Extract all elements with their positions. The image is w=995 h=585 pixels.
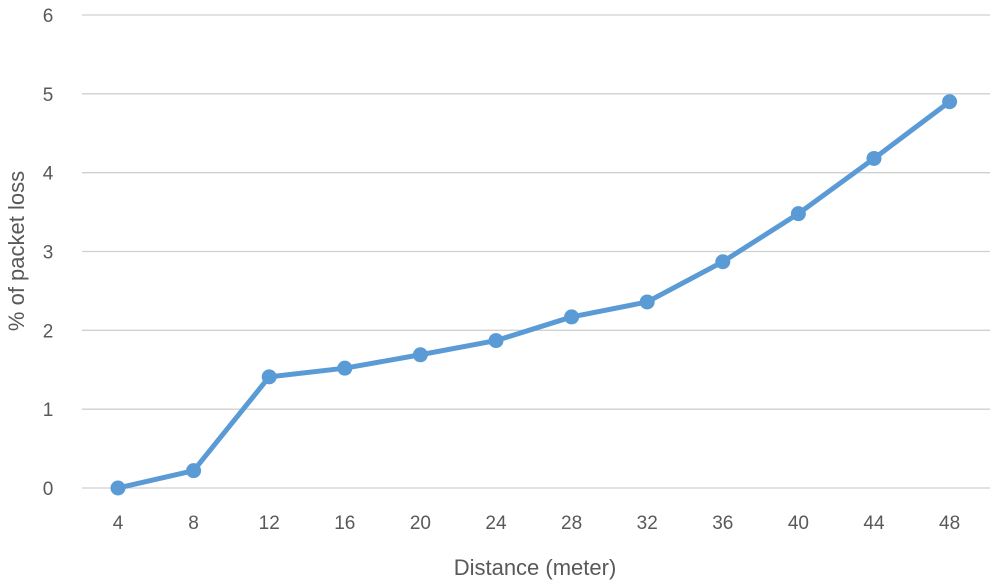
y-tick-label: 0 — [43, 479, 54, 500]
series-layer — [110, 94, 958, 496]
x-axis-title: Distance (meter) — [454, 555, 617, 580]
y-tick-label: 1 — [43, 400, 54, 421]
y-axis-title: % of packet loss — [4, 171, 29, 331]
y-tick-label: 5 — [43, 85, 54, 106]
x-tick-label: 16 — [334, 513, 355, 534]
y-tick-label: 3 — [43, 243, 54, 264]
data-point — [261, 369, 277, 385]
data-point — [866, 150, 882, 166]
x-tick-label: 36 — [712, 513, 733, 534]
series-line — [115, 99, 953, 491]
data-point — [564, 309, 580, 325]
data-point — [337, 360, 353, 376]
x-tick-label: 24 — [485, 513, 507, 534]
x-axis-tick-labels: 4 8 12 16 20 24 28 32 36 40 44 48 — [113, 513, 960, 534]
data-point — [110, 480, 126, 496]
x-tick-label: 4 — [113, 513, 124, 534]
gridlines — [82, 14, 990, 489]
x-tick-label: 44 — [863, 513, 885, 534]
x-tick-label: 40 — [788, 513, 809, 534]
data-point — [639, 294, 655, 310]
x-tick-label: 12 — [259, 513, 280, 534]
data-point — [186, 463, 202, 479]
data-point — [488, 333, 504, 349]
y-axis-tick-labels: 0 1 2 3 4 5 6 — [43, 6, 54, 500]
x-tick-label: 32 — [637, 513, 658, 534]
x-tick-label: 20 — [410, 513, 431, 534]
x-tick-label: 28 — [561, 513, 582, 534]
data-point — [412, 347, 428, 363]
data-point — [790, 206, 806, 222]
y-tick-label: 2 — [43, 321, 54, 342]
x-tick-label: 8 — [188, 513, 199, 534]
x-tick-label: 48 — [939, 513, 960, 534]
data-point — [942, 94, 958, 110]
data-point — [715, 254, 731, 270]
y-tick-label: 4 — [43, 164, 54, 185]
y-tick-label: 6 — [43, 6, 54, 27]
